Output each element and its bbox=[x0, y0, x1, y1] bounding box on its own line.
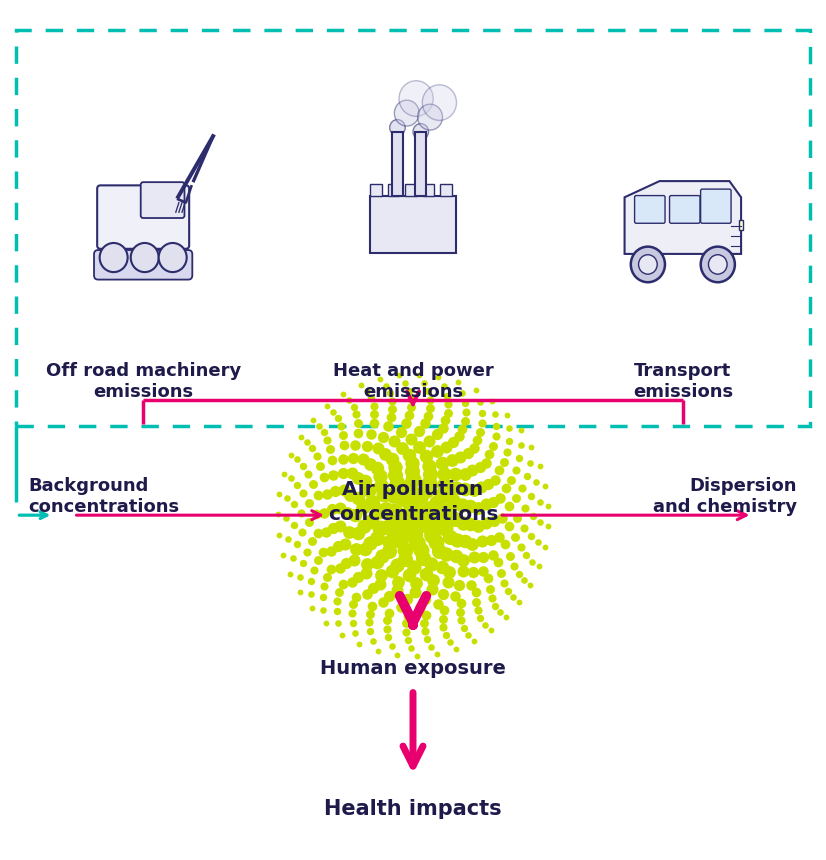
Text: Transport
emissions: Transport emissions bbox=[633, 362, 733, 401]
FancyBboxPatch shape bbox=[370, 196, 456, 253]
FancyBboxPatch shape bbox=[634, 195, 665, 224]
Circle shape bbox=[413, 124, 429, 140]
Circle shape bbox=[399, 81, 433, 116]
Polygon shape bbox=[624, 181, 741, 254]
Circle shape bbox=[100, 243, 128, 272]
FancyBboxPatch shape bbox=[670, 195, 700, 224]
FancyBboxPatch shape bbox=[700, 189, 731, 224]
Text: Heat and power
emissions: Heat and power emissions bbox=[333, 362, 493, 401]
Circle shape bbox=[700, 247, 735, 282]
Circle shape bbox=[422, 85, 457, 120]
Bar bbox=[738, 220, 743, 230]
Circle shape bbox=[418, 104, 443, 130]
Bar bbox=[387, 184, 400, 196]
Text: Air pollution
concentrations: Air pollution concentrations bbox=[328, 481, 498, 525]
Circle shape bbox=[159, 243, 187, 272]
Bar bbox=[415, 132, 426, 196]
Circle shape bbox=[394, 100, 420, 126]
FancyBboxPatch shape bbox=[94, 250, 192, 280]
Bar bbox=[392, 132, 403, 196]
Circle shape bbox=[390, 120, 406, 136]
Text: Human exposure: Human exposure bbox=[320, 659, 506, 678]
Text: Dispersion
and chemistry: Dispersion and chemistry bbox=[653, 477, 797, 516]
Circle shape bbox=[631, 247, 665, 282]
Circle shape bbox=[131, 243, 159, 272]
Bar bbox=[370, 184, 382, 196]
Circle shape bbox=[709, 255, 727, 274]
Bar bbox=[423, 184, 434, 196]
Bar bbox=[17, 30, 809, 426]
Text: Health impacts: Health impacts bbox=[324, 799, 502, 819]
Text: Background
concentrations: Background concentrations bbox=[29, 477, 180, 516]
Bar bbox=[406, 184, 417, 196]
FancyBboxPatch shape bbox=[97, 186, 189, 249]
FancyBboxPatch shape bbox=[140, 182, 184, 218]
Circle shape bbox=[638, 255, 657, 274]
Bar bbox=[440, 184, 452, 196]
Text: Off road machinery
emissions: Off road machinery emissions bbox=[45, 362, 241, 401]
